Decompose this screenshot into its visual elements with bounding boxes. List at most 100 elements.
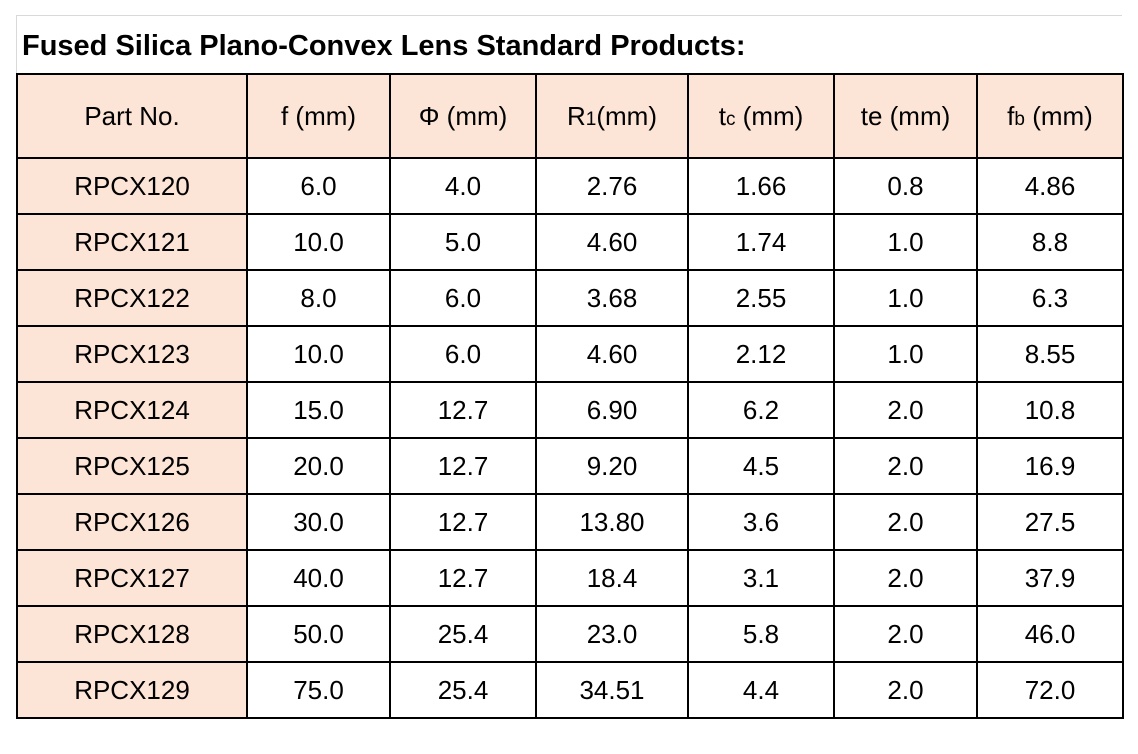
header-edge-thickness: te (mm) <box>833 73 978 159</box>
part-number-cell: RPCX121 <box>16 213 248 271</box>
diameter-cell: 5.0 <box>389 213 537 271</box>
part-number-cell: RPCX120 <box>16 157 248 215</box>
header-focal-length: f (mm) <box>246 73 391 159</box>
diameter-cell: 25.4 <box>389 661 537 719</box>
diameter-cell: 6.0 <box>389 325 537 383</box>
part-number-cell: RPCX124 <box>16 381 248 439</box>
diameter-cell: 12.7 <box>389 493 537 551</box>
header-diameter: Φ (mm) <box>389 73 537 159</box>
header-center-thickness: tc (mm) <box>687 73 835 159</box>
back-focal-length-cell: 6.3 <box>976 269 1124 327</box>
part-number-cell: RPCX129 <box>16 661 248 719</box>
back-focal-length-cell: 46.0 <box>976 605 1124 663</box>
products-table: Part No. f (mm) Φ (mm) R1(mm) tc (mm) te… <box>16 73 1124 719</box>
header-main: Φ <box>418 100 440 131</box>
focal-length-cell: 30.0 <box>246 493 391 551</box>
edge-thickness-cell: 2.0 <box>833 493 978 551</box>
header-main: t <box>718 100 726 131</box>
table-row: RPCX121 10.0 5.0 4.60 1.74 1.0 8.8 <box>16 213 1124 271</box>
edge-thickness-cell: 2.0 <box>833 381 978 439</box>
radius-cell: 3.68 <box>535 269 689 327</box>
focal-length-cell: 10.0 <box>246 325 391 383</box>
header-unit: (mm) <box>735 100 804 131</box>
table-row: RPCX122 8.0 6.0 3.68 2.55 1.0 6.3 <box>16 269 1124 327</box>
table-row: RPCX126 30.0 12.7 13.80 3.6 2.0 27.5 <box>16 493 1124 551</box>
part-number-cell: RPCX128 <box>16 605 248 663</box>
header-main: R <box>567 100 586 131</box>
center-thickness-cell: 1.74 <box>687 213 835 271</box>
header-part-no: Part No. <box>16 73 248 159</box>
radius-cell: 23.0 <box>535 605 689 663</box>
top-divider <box>16 15 1122 16</box>
center-thickness-cell: 2.55 <box>687 269 835 327</box>
back-focal-length-cell: 8.8 <box>976 213 1124 271</box>
diameter-cell: 12.7 <box>389 549 537 607</box>
header-unit: (mm) <box>439 100 508 131</box>
table-row: RPCX128 50.0 25.4 23.0 5.8 2.0 46.0 <box>16 605 1124 663</box>
back-focal-length-cell: 72.0 <box>976 661 1124 719</box>
edge-thickness-cell: 1.0 <box>833 325 978 383</box>
table-row: RPCX125 20.0 12.7 9.20 4.5 2.0 16.9 <box>16 437 1124 495</box>
diameter-cell: 25.4 <box>389 605 537 663</box>
radius-cell: 18.4 <box>535 549 689 607</box>
part-number-cell: RPCX127 <box>16 549 248 607</box>
radius-cell: 2.76 <box>535 157 689 215</box>
center-thickness-cell: 4.4 <box>687 661 835 719</box>
header-main: f <box>280 100 289 131</box>
header-radius: R1(mm) <box>535 73 689 159</box>
edge-thickness-cell: 2.0 <box>833 437 978 495</box>
page-title: Fused Silica Plano-Convex Lens Standard … <box>22 30 746 62</box>
focal-length-cell: 10.0 <box>246 213 391 271</box>
back-focal-length-cell: 4.86 <box>976 157 1124 215</box>
center-thickness-cell: 1.66 <box>687 157 835 215</box>
table-body: RPCX120 6.0 4.0 2.76 1.66 0.8 4.86 RPCX121 10.0 5… <box>16 157 1124 719</box>
table-row: RPCX124 15.0 12.7 6.90 6.2 2.0 10.8 <box>16 381 1124 439</box>
header-sub: c <box>725 108 736 130</box>
focal-length-cell: 6.0 <box>246 157 391 215</box>
table-row: RPCX120 6.0 4.0 2.76 1.66 0.8 4.86 <box>16 157 1124 215</box>
focal-length-cell: 40.0 <box>246 549 391 607</box>
focal-length-cell: 8.0 <box>246 269 391 327</box>
center-thickness-cell: 4.5 <box>687 437 835 495</box>
center-thickness-cell: 5.8 <box>687 605 835 663</box>
edge-thickness-cell: 1.0 <box>833 213 978 271</box>
radius-cell: 6.90 <box>535 381 689 439</box>
part-number-cell: RPCX123 <box>16 325 248 383</box>
focal-length-cell: 20.0 <box>246 437 391 495</box>
edge-thickness-cell: 2.0 <box>833 549 978 607</box>
header-main: te <box>860 100 883 131</box>
header-unit: (mm) <box>596 100 657 131</box>
header-main: f <box>1007 100 1015 131</box>
back-focal-length-cell: 37.9 <box>976 549 1124 607</box>
header-unit: (mm) <box>882 100 951 131</box>
header-main: Part No. <box>84 100 180 131</box>
header-row: Part No. f (mm) Φ (mm) R1(mm) tc (mm) te… <box>16 73 1124 159</box>
focal-length-cell: 50.0 <box>246 605 391 663</box>
header-back-focal-length: fb (mm) <box>976 73 1124 159</box>
edge-thickness-cell: 2.0 <box>833 605 978 663</box>
header-sub: b <box>1014 108 1025 130</box>
edge-thickness-cell: 1.0 <box>833 269 978 327</box>
focal-length-cell: 75.0 <box>246 661 391 719</box>
header-unit: (mm) <box>288 100 357 131</box>
radius-cell: 34.51 <box>535 661 689 719</box>
left-divider <box>16 15 17 75</box>
radius-cell: 4.60 <box>535 213 689 271</box>
table-row: RPCX123 10.0 6.0 4.60 2.12 1.0 8.55 <box>16 325 1124 383</box>
table-row: RPCX127 40.0 12.7 18.4 3.1 2.0 37.9 <box>16 549 1124 607</box>
focal-length-cell: 15.0 <box>246 381 391 439</box>
diameter-cell: 6.0 <box>389 269 537 327</box>
header-sub: 1 <box>585 108 597 130</box>
table-row: RPCX129 75.0 25.4 34.51 4.4 2.0 72.0 <box>16 661 1124 719</box>
center-thickness-cell: 6.2 <box>687 381 835 439</box>
diameter-cell: 12.7 <box>389 381 537 439</box>
center-thickness-cell: 3.6 <box>687 493 835 551</box>
radius-cell: 13.80 <box>535 493 689 551</box>
edge-thickness-cell: 0.8 <box>833 157 978 215</box>
back-focal-length-cell: 16.9 <box>976 437 1124 495</box>
diameter-cell: 4.0 <box>389 157 537 215</box>
center-thickness-cell: 3.1 <box>687 549 835 607</box>
part-number-cell: RPCX126 <box>16 493 248 551</box>
radius-cell: 9.20 <box>535 437 689 495</box>
back-focal-length-cell: 8.55 <box>976 325 1124 383</box>
